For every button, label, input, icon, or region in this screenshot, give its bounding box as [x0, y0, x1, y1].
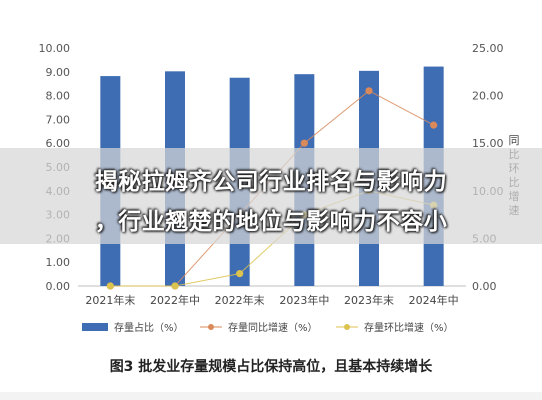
figure-caption: 图3 批发业存量规模占比保持高位，且基本持续增长: [109, 359, 433, 375]
data-point: [171, 282, 179, 290]
left-tick-label: 6.00: [46, 137, 71, 150]
x-tick-label: 2023年中: [279, 293, 329, 307]
right-tick-label: 20.00: [472, 90, 504, 103]
right-tick-label: 0.00: [472, 280, 497, 293]
right-tick-label: 25.00: [472, 42, 504, 55]
left-tick-label: 0.00: [46, 280, 71, 293]
data-point: [430, 121, 438, 129]
left-tick-label: 7.00: [46, 113, 71, 126]
x-tick-label: 2024年中: [409, 293, 459, 307]
overlay-title-line-1: 揭秘拉姆齐公司行业排名与影响力: [94, 169, 448, 195]
right-tick-label: 15.00: [472, 137, 504, 150]
legend-marker: [208, 324, 214, 330]
legend-label: 存量占比（%）: [114, 321, 184, 334]
x-tick-label: 2023年末: [344, 293, 394, 307]
legend-swatch: [82, 323, 108, 331]
legend-marker: [344, 324, 350, 330]
title-overlay-band: 揭秘拉姆齐公司行业排名与影响力 ，行业翘楚的地位与影响力不容小: [0, 148, 542, 244]
legend-label: 存量环比增速（%）: [364, 321, 454, 334]
data-point: [300, 139, 308, 147]
x-tick-label: 2022年末: [215, 293, 265, 307]
overlay-title-line-2: ，行业翘楚的地位与影响力不容小: [94, 209, 448, 235]
legend: 存量占比（%） 存量同比增速（%） 存量环比增速（%）: [82, 321, 454, 334]
left-tick-label: 1.00: [46, 256, 71, 269]
legend-label: 存量同比增速（%）: [228, 321, 318, 334]
left-tick-label: 8.00: [46, 90, 71, 103]
left-tick-label: 9.00: [46, 66, 71, 79]
x-tick-label: 2021年末: [85, 293, 135, 307]
left-tick-label: 10.00: [39, 42, 71, 55]
x-axis: 2021年末 2022年中 2022年末 2023年中 2023年末 2024年中: [85, 293, 458, 307]
x-tick-label: 2022年中: [150, 293, 200, 307]
data-point: [106, 282, 114, 290]
right-axis-label-char: 同: [509, 134, 520, 147]
data-point: [365, 87, 373, 95]
data-point: [236, 270, 244, 278]
bottom-band: [0, 392, 542, 400]
